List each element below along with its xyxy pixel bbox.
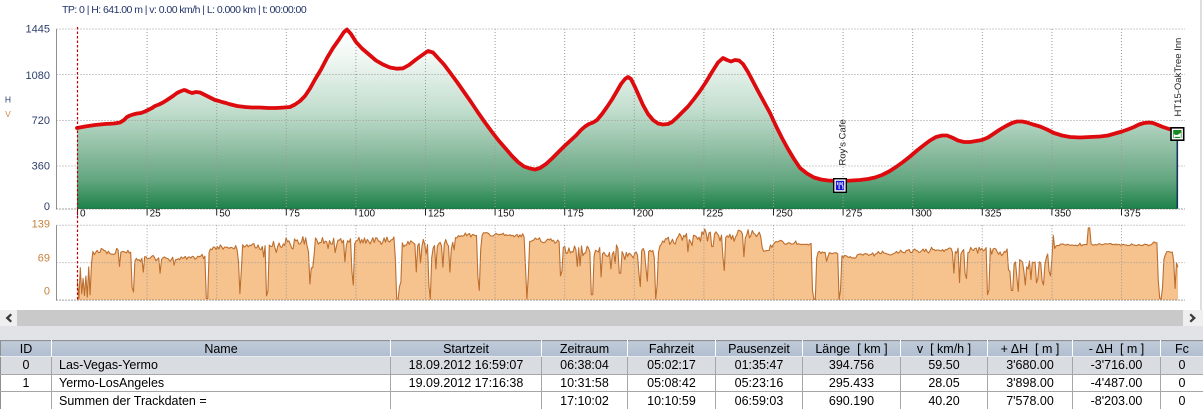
svg-text:139: 139 <box>32 219 50 231</box>
svg-text:375: 375 <box>1124 209 1141 220</box>
svg-text:225: 225 <box>706 209 723 220</box>
svg-text:V: V <box>5 109 11 119</box>
svg-text:69: 69 <box>38 253 50 265</box>
svg-text:250: 250 <box>776 209 793 220</box>
svg-text:275: 275 <box>846 209 863 220</box>
svg-text:1445: 1445 <box>26 24 50 36</box>
svg-text:75: 75 <box>289 209 301 220</box>
svg-text:125: 125 <box>428 209 445 220</box>
svg-text:720: 720 <box>32 115 50 127</box>
svg-text:H: H <box>5 95 11 105</box>
svg-text:300: 300 <box>915 209 932 220</box>
svg-text:0: 0 <box>80 209 86 220</box>
svg-text:Roy's Cafe: Roy's Cafe <box>838 119 849 165</box>
svg-text:350: 350 <box>1054 209 1071 220</box>
svg-text:360: 360 <box>32 161 50 173</box>
svg-text:0: 0 <box>44 286 50 298</box>
svg-text:150: 150 <box>498 209 515 220</box>
svg-text:200: 200 <box>637 209 654 220</box>
svg-text:1080: 1080 <box>26 70 50 82</box>
svg-text:175: 175 <box>567 209 584 220</box>
svg-text:0: 0 <box>44 201 50 213</box>
svg-text:100: 100 <box>358 209 375 220</box>
svg-text:50: 50 <box>219 209 231 220</box>
svg-text:HT15-OakTree Inn: HT15-OakTree Inn <box>1173 38 1184 117</box>
svg-text:25: 25 <box>150 209 162 220</box>
svg-text:325: 325 <box>985 209 1002 220</box>
